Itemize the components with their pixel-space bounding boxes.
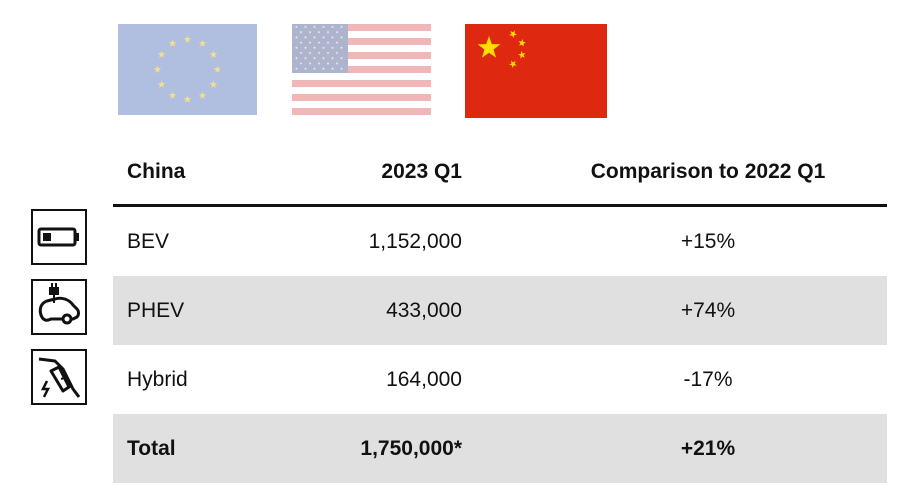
header-comparison: Comparison to 2022 Q1 (590, 160, 826, 183)
china-flag-icon (465, 24, 607, 118)
row-value: 433,000 (386, 298, 462, 322)
table-header: China 2023 Q1 Comparison to 2022 Q1 (113, 140, 887, 207)
plug-in-car-icon (31, 279, 87, 335)
header-period: 2023 Q1 (381, 160, 462, 183)
table-row: Hybrid 164,000 -17% (113, 345, 887, 414)
total-value: 1,750,000* (360, 436, 462, 460)
battery-icon (31, 209, 87, 265)
row-change: +74% (680, 298, 736, 322)
row-change: -17% (683, 367, 733, 391)
row-change: +15% (680, 229, 736, 253)
row-label: BEV (127, 229, 170, 253)
row-value: 164,000 (386, 367, 462, 391)
total-row: Total 1,750,000* +21% (113, 414, 887, 483)
table-row: PHEV 433,000 +74% (113, 276, 887, 345)
table-row: BEV 1,152,000 +15% (113, 207, 887, 276)
eu-flag-icon (118, 24, 257, 115)
row-value: 1,152,000 (368, 229, 462, 253)
row-label: PHEV (127, 298, 185, 322)
us-flag-icon (292, 24, 431, 115)
fuel-nozzle-electric-icon (31, 349, 87, 405)
row-label: Hybrid (127, 367, 188, 391)
total-change: +21% (680, 436, 736, 460)
sales-table: China 2023 Q1 Comparison to 2022 Q1 BEV … (113, 140, 887, 483)
header-region: China (127, 160, 186, 183)
total-label: Total (127, 436, 176, 460)
